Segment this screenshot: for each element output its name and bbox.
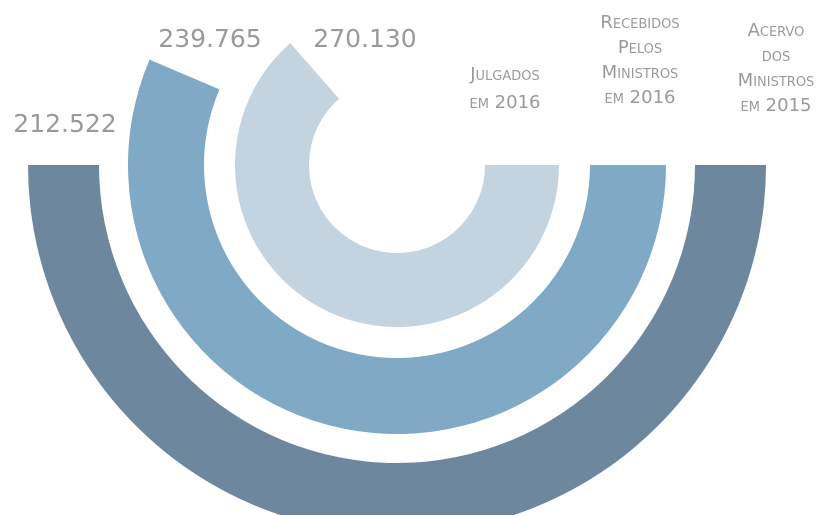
value-label: 212.522 <box>13 109 116 138</box>
legend-line: em 2016 <box>605 87 676 108</box>
legend-label: Acervo dos Ministros em 2015 <box>738 20 815 116</box>
legend-label: Recebidos Pelos Ministros em 2016 <box>600 12 679 108</box>
legend-line: Ministros <box>602 62 679 83</box>
ring-bar <box>28 165 766 515</box>
legend-line: Julgados <box>469 64 540 85</box>
legend-label: Julgados em 2016 <box>469 64 540 113</box>
value-label: 270.130 <box>313 24 416 53</box>
ring-bar <box>234 43 559 328</box>
legend-line: em 2015 <box>741 95 812 116</box>
legend-line: em 2016 <box>470 92 541 113</box>
legend-line: Ministros <box>738 70 815 91</box>
legend-line: Pelos <box>618 37 662 58</box>
legend-line: Acervo <box>748 20 805 41</box>
ring-bar <box>128 59 667 434</box>
value-label: 239.765 <box>158 24 261 53</box>
legend-line: Recebidos <box>600 12 679 33</box>
legend-line: dos <box>762 45 791 66</box>
